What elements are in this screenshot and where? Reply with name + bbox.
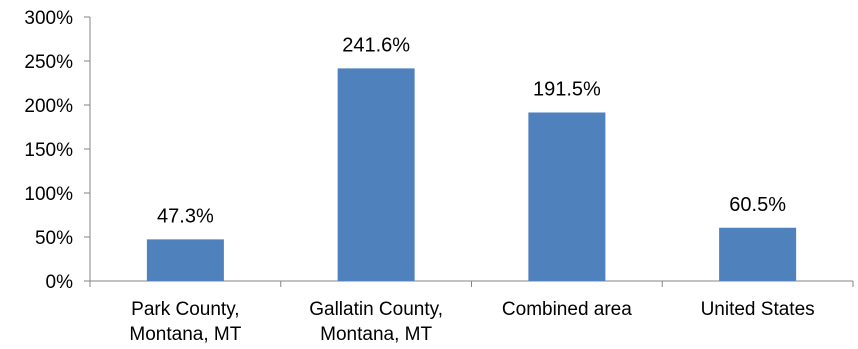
category-label: Montana, MT [320, 324, 432, 345]
y-tick-label: 150% [24, 140, 73, 161]
data-labels: 47.3% 241.6% 191.5% 60.5% [157, 34, 786, 227]
category-label: United States [701, 299, 815, 320]
y-tick-label: 100% [24, 184, 73, 205]
category-labels: Park County, Montana, MT Gallatin County, M… [129, 299, 814, 345]
x-axis [89, 280, 854, 287]
category-label: Gallatin County, [309, 299, 443, 320]
y-tick-label: 0% [46, 272, 74, 293]
y-axis: 0% 50% 100% 150% 200% 250% 300% [24, 8, 91, 293]
y-tick-label: 200% [24, 96, 73, 117]
bar [337, 68, 415, 281]
data-label: 241.6% [342, 34, 410, 56]
y-tick-label: 50% [35, 228, 73, 249]
bar [146, 239, 224, 281]
category-label: Combined area [502, 299, 632, 320]
y-tick-label: 250% [24, 52, 73, 73]
data-label: 47.3% [157, 205, 214, 227]
category-label: Park County, [131, 299, 239, 320]
bar [528, 112, 606, 281]
data-label: 191.5% [533, 78, 601, 100]
bars [146, 68, 797, 281]
data-label: 60.5% [729, 194, 786, 216]
category-label: Montana, MT [129, 324, 241, 345]
bar [719, 227, 797, 281]
y-tick-label: 300% [24, 8, 73, 29]
